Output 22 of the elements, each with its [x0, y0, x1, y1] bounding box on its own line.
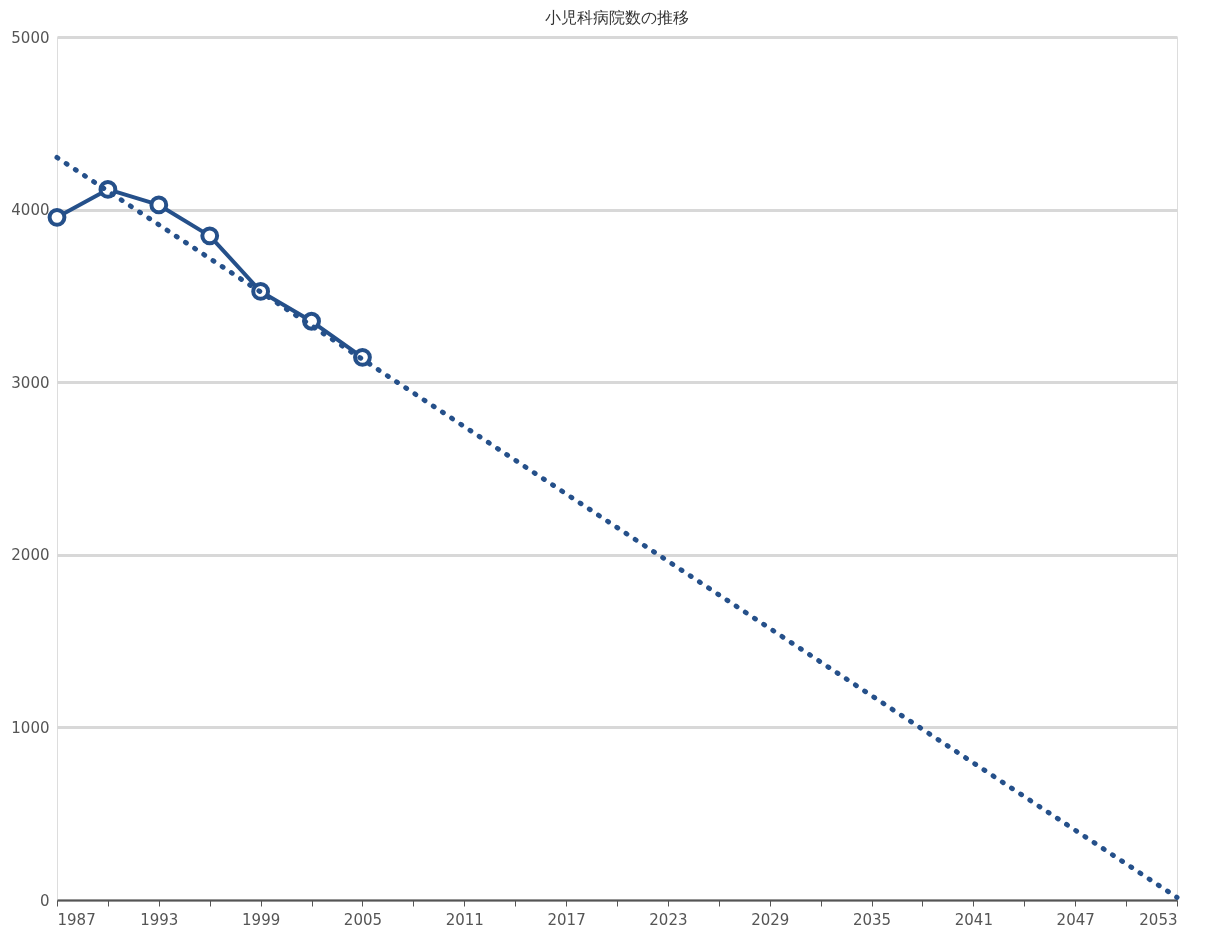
x-tick-label: 2023 [649, 910, 688, 929]
x-tick-label: 1999 [242, 910, 281, 929]
chart-title: 小児科病院数の推移 [545, 8, 689, 27]
x-tick-label: 1987 [57, 910, 96, 929]
y-tick-label: 0 [39, 891, 50, 910]
x-tick-label: 2047 [1056, 910, 1095, 929]
x-tick-label: 2017 [547, 910, 586, 929]
x-tick-label: 2005 [343, 910, 383, 929]
y-tick-label: 3000 [11, 373, 50, 392]
x-tick-label: 1993 [140, 910, 179, 929]
x-tick-label: 2011 [445, 910, 484, 929]
y-tick-label: 2000 [11, 546, 50, 565]
x-tick-label: 2035 [852, 910, 892, 929]
y-tick-label: 5000 [11, 28, 50, 47]
x-tick-label: 2029 [751, 910, 790, 929]
point [200, 226, 220, 246]
point [47, 207, 67, 227]
y-tick-label: 1000 [11, 718, 50, 737]
y-tick-label: 4000 [11, 201, 50, 220]
x-tick-label: 2053 [1139, 910, 1178, 929]
point [149, 195, 169, 215]
x-tick-label: 2041 [954, 910, 993, 929]
